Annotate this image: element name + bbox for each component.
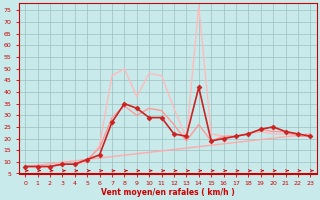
X-axis label: Vent moyen/en rafales ( km/h ): Vent moyen/en rafales ( km/h ) xyxy=(101,188,235,197)
